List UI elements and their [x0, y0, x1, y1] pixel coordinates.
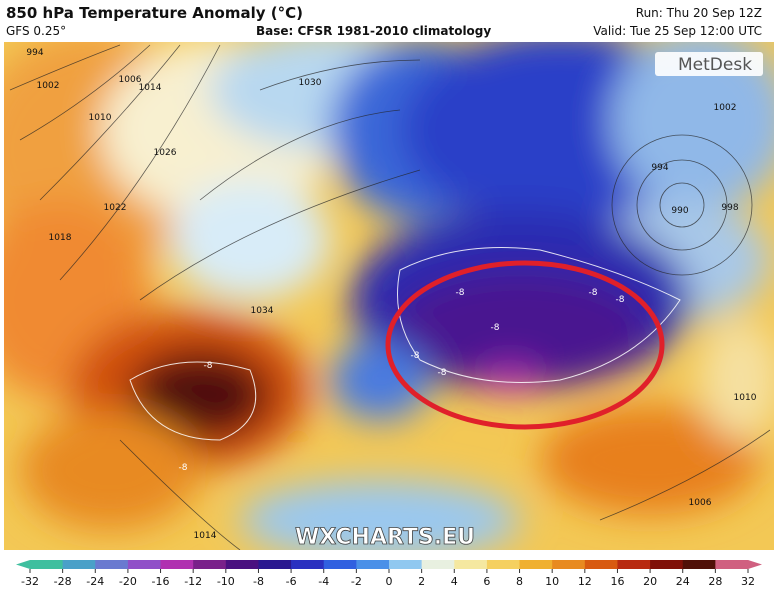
- isobar-label: 1014: [194, 531, 217, 541]
- isobar-label: 998: [721, 203, 738, 213]
- isobar-label: 1022: [104, 203, 127, 213]
- isobar-label: 1010: [734, 393, 757, 403]
- colorbar-tick-label: -2: [351, 575, 362, 588]
- model: GFS 0.25°: [6, 24, 67, 38]
- colorbar-segment: [519, 560, 553, 569]
- isobar-label: 994: [651, 163, 668, 173]
- map-field: [4, 42, 774, 550]
- colorbar-segment: [389, 560, 423, 569]
- colorbar-segment: [95, 560, 129, 569]
- isobar-label: 1006: [689, 498, 712, 508]
- colorbar-tick-label: 32: [741, 575, 755, 588]
- colorbar-tick-label: -10: [217, 575, 235, 588]
- colorbar-segment: [454, 560, 488, 569]
- colorbar-segment: [193, 560, 227, 569]
- colorbar-segment: [356, 560, 390, 569]
- isobar-label: 1002: [714, 103, 737, 113]
- isobar-label: 1018: [49, 233, 72, 243]
- colorbar-segment: [127, 560, 162, 569]
- colorbar-tick-label: -20: [119, 575, 137, 588]
- colorbar-segment: [650, 560, 684, 569]
- colorbar-segment: [323, 560, 357, 569]
- isobar-label: 1014: [139, 83, 162, 93]
- colorbar-tick-label: -32: [21, 575, 39, 588]
- valid-time: Valid: Tue 25 Sep 12:00 UTC: [593, 24, 762, 38]
- colorbar-segment: [421, 560, 455, 569]
- colorbar-tick-label: 6: [483, 575, 490, 588]
- colorbar-segment: [617, 560, 651, 569]
- colorbar-segment: [62, 560, 96, 569]
- run-time: Run: Thu 20 Sep 12Z: [635, 6, 762, 20]
- colorbar-tick-label: 28: [708, 575, 722, 588]
- anomaly-label: -8: [411, 351, 420, 361]
- colorbar-tick-label: 16: [610, 575, 624, 588]
- colorbar-segment: [682, 560, 716, 569]
- colorbar-tick-label: -4: [318, 575, 329, 588]
- logo-box: [655, 52, 763, 76]
- colorbar-tick-label: -8: [253, 575, 264, 588]
- anomaly-label: -8: [491, 323, 500, 333]
- isobar-label: 1026: [154, 148, 177, 158]
- colorbar-segment: [486, 560, 521, 569]
- title: 850 hPa Temperature Anomaly (°C): [6, 4, 303, 22]
- isobar-label: 1034: [251, 306, 274, 316]
- colorbar-tick-label: -6: [286, 575, 297, 588]
- colorbar-tick-label: 12: [578, 575, 592, 588]
- colorbar-segment: [258, 560, 292, 569]
- colorbar-tick-label: 0: [386, 575, 393, 588]
- base: Base: CFSR 1981-2010 climatology: [256, 24, 492, 38]
- colorbar-segment: [30, 560, 64, 569]
- colorbar-segment: [715, 560, 749, 569]
- colorbar-tick-label: 8: [516, 575, 523, 588]
- colorbar-arrow-left: [16, 560, 30, 569]
- colorbar-tick-label: 4: [451, 575, 458, 588]
- colorbar-tick-label: 24: [676, 575, 690, 588]
- colorbar-tick-label: -12: [184, 575, 202, 588]
- colorbar-arrow-right: [748, 560, 762, 569]
- colorbar-tick-label: 20: [643, 575, 657, 588]
- isobar-label: 990: [671, 206, 688, 216]
- anomaly-label: -8: [616, 295, 625, 305]
- colorbar-segment: [160, 560, 194, 569]
- colorbar-tick-label: -16: [152, 575, 170, 588]
- colorbar-segment: [291, 560, 325, 569]
- watermark: WXCHARTS.EU: [295, 525, 475, 550]
- colorbar-segment: [552, 560, 586, 569]
- anomaly-label: -8: [204, 361, 213, 371]
- isobar-label: 1002: [37, 81, 60, 91]
- colorbar-tick-label: 10: [545, 575, 559, 588]
- anomaly-label: -8: [438, 368, 447, 378]
- isobar-label: 994: [26, 48, 43, 58]
- anomaly-label: -8: [589, 288, 598, 298]
- colorbar-tick-label: -24: [86, 575, 104, 588]
- logo: MetDesk: [678, 55, 752, 75]
- colorbar-tick-label: 2: [418, 575, 425, 588]
- isobar-label: 1030: [299, 78, 322, 88]
- isobar-label: 1006: [119, 75, 142, 85]
- colorbar-segment: [584, 560, 618, 569]
- anomaly-label: -8: [179, 463, 188, 473]
- colorbar-segment: [225, 560, 259, 569]
- isobar-label: 1010: [89, 113, 112, 123]
- colorbar-tick-label: -28: [54, 575, 72, 588]
- anomaly-label: -8: [456, 288, 465, 298]
- highlight-ellipse: [385, 260, 665, 430]
